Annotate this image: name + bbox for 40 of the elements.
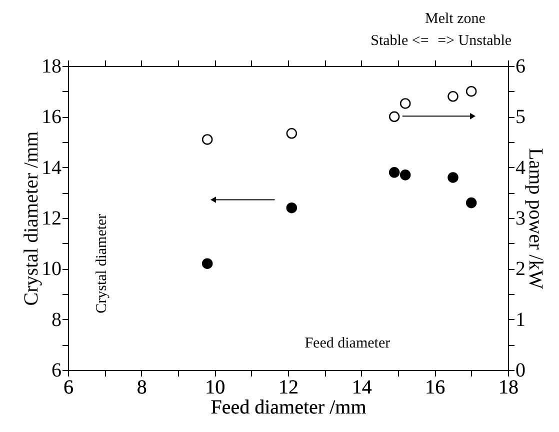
y-tick-label: 6	[52, 360, 62, 382]
y-tick-label: 14	[42, 156, 62, 179]
y2-tick-label: 6	[516, 56, 526, 78]
x-tick-label: 10	[205, 376, 226, 398]
x-axis-title: Feed diameter /mm	[210, 396, 367, 418]
point	[400, 98, 411, 109]
point	[466, 197, 477, 208]
point	[388, 167, 400, 178]
annotation: Crystal diameter	[94, 214, 110, 314]
y-tick-label: 18	[42, 56, 62, 78]
y2-tick-label: 2	[516, 258, 526, 280]
y2-tick-label: 4	[516, 156, 526, 179]
point	[400, 170, 411, 180]
point	[202, 134, 213, 145]
y-axis-title: Crystal diameter /mm	[20, 130, 42, 306]
annotation: Feed diameter	[304, 336, 390, 352]
x-tick-label: 12	[278, 376, 298, 398]
y-tick-label: 8	[52, 308, 62, 331]
y2-tick-label: 3	[516, 208, 526, 230]
x-tick-label: 16	[425, 376, 446, 398]
point	[286, 128, 298, 139]
point	[202, 258, 213, 269]
y2-axis-title: Lamp power /kW	[524, 148, 546, 290]
x-tick-label: 14	[352, 376, 372, 398]
y-tick-label: 10	[42, 258, 62, 280]
point	[466, 86, 477, 97]
x-tick-label: 18	[498, 376, 518, 398]
point	[388, 111, 400, 122]
point	[448, 172, 458, 183]
text: Melt zone	[424, 11, 486, 27]
text: => Unstable	[438, 33, 512, 49]
text: Stable <=	[370, 33, 429, 49]
y2-tick-label: 0	[516, 360, 526, 382]
y-tick-label: 12	[42, 208, 62, 230]
point	[448, 91, 458, 102]
y2-tick-label: 1	[516, 308, 526, 331]
y2-tick-label: 5	[516, 106, 526, 128]
y-tick-label: 16	[42, 106, 62, 128]
x-tick-label: 8	[136, 376, 147, 398]
point	[286, 202, 298, 214]
